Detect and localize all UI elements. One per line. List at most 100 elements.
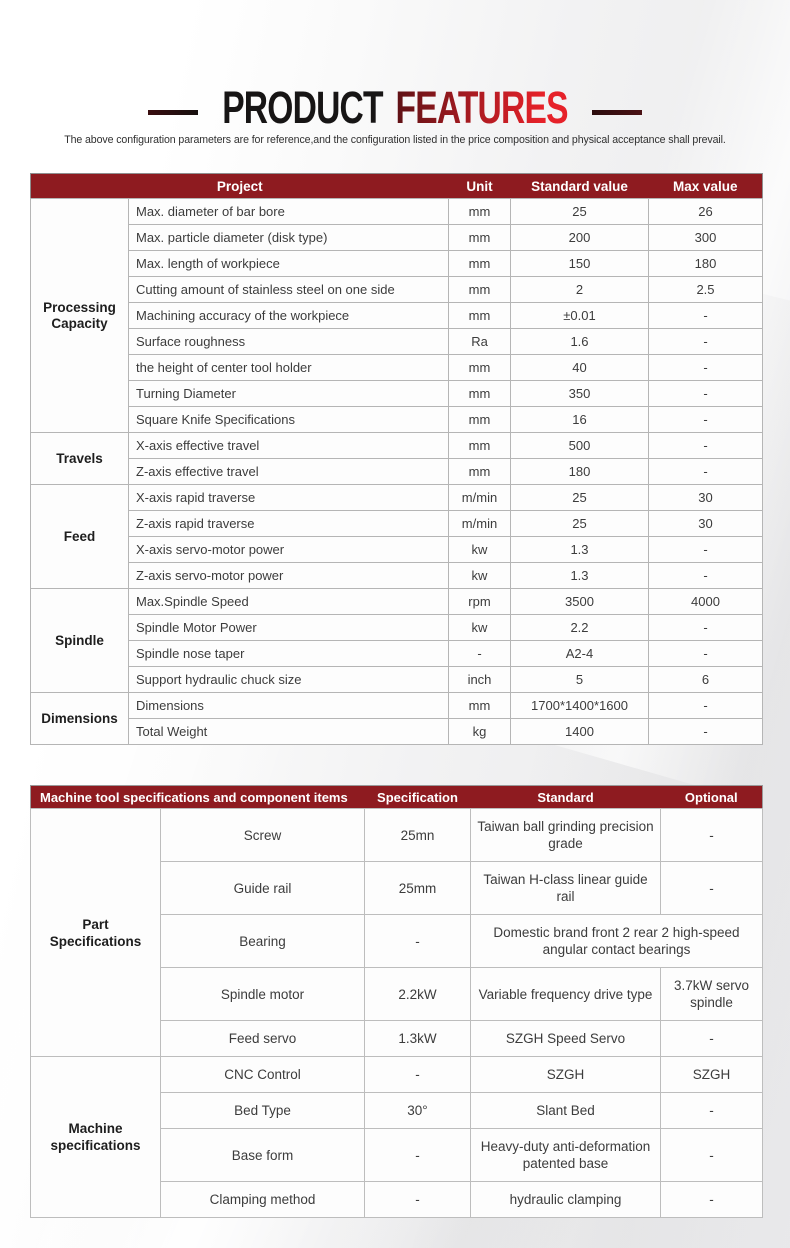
table-row: Feed X-axis rapid traverse m/min 25 30 — [30, 484, 763, 589]
project-cell: Max.Spindle Speed — [128, 588, 449, 615]
specification-cell: 1.3kW — [364, 1020, 471, 1057]
standard-value-cell: ±0.01 — [510, 302, 649, 329]
standard-value-cell: 180 — [510, 458, 649, 485]
project-cell: Turning Diameter — [128, 380, 449, 407]
max-value-cell: - — [648, 406, 763, 433]
page-title-wrap: PRODUCT FEATURES — [0, 85, 790, 130]
page-title-word-red: FEATURES — [395, 82, 569, 133]
table-row: Max. particle diameter (disk type) mm 200 3… — [31, 224, 763, 251]
group-label-cell: Part Specifications — [30, 808, 161, 1057]
table-row: Machining accuracy of the workpiece mm ±0.… — [31, 302, 763, 329]
standard-cell: SZGH — [470, 1056, 661, 1093]
table-row: Max. length of workpiece mm 150 180 — [31, 250, 763, 277]
standard-value-cell: 150 — [510, 250, 649, 277]
component-header-optional: Optional — [660, 785, 763, 809]
project-cell: X-axis effective travel — [128, 432, 449, 459]
table-row: Bearing - Domestic brand front 2 rear 2 hi… — [31, 914, 763, 968]
spec-header-max-value: Max value — [648, 173, 763, 199]
component-table-header-row: Machine tool specifications and componen… — [30, 785, 763, 809]
max-value-cell: 6 — [648, 666, 763, 693]
standard-cell: Variable frequency drive type — [470, 967, 661, 1021]
optional-cell: - — [660, 1181, 763, 1218]
standard-cell: Taiwan H-class linear guide rail — [470, 861, 661, 915]
standard-value-cell: 16 — [510, 406, 649, 433]
item-cell: Base form — [160, 1128, 365, 1182]
unit-cell: mm — [448, 406, 511, 433]
standard-cell: Domestic brand front 2 rear 2 high-speed… — [470, 914, 763, 968]
specification-cell: 30° — [364, 1092, 471, 1129]
standard-value-cell: 3500 — [510, 588, 649, 615]
standard-cell: SZGH Speed Servo — [470, 1020, 661, 1057]
max-value-cell: - — [648, 302, 763, 329]
table-row: Spindle Max.Spindle Speed rpm 3500 4000 — [30, 588, 763, 693]
table-row: Cutting amount of stainless steel on one… — [31, 276, 763, 303]
standard-value-cell: 1.6 — [510, 328, 649, 355]
component-header-standard: Standard — [470, 785, 661, 809]
max-value-cell: - — [648, 432, 763, 459]
group-label-cell: Machine specifications — [30, 1056, 161, 1218]
spec-table-header-row: Project Unit Standard value Max value — [30, 173, 763, 199]
project-cell: Z-axis servo-motor power — [128, 562, 449, 589]
group-label-cell: Feed — [30, 484, 129, 589]
optional-cell: - — [660, 861, 763, 915]
spec-header-project: Project — [30, 173, 449, 199]
optional-cell: - — [660, 1020, 763, 1057]
project-cell: Z-axis rapid traverse — [128, 510, 449, 537]
unit-cell: mm — [448, 380, 511, 407]
standard-value-cell: 2 — [510, 276, 649, 303]
standard-value-cell: 500 — [510, 432, 649, 459]
table-row: Dimensions Dimensions mm 1700*1400*1600- — [30, 692, 763, 745]
table-row: Guide rail 25mm Taiwan H-class linear guid… — [31, 861, 763, 915]
project-cell: Z-axis effective travel — [128, 458, 449, 485]
disclaimer-text: The above configuration parameters are f… — [64, 134, 726, 146]
item-cell: Guide rail — [160, 861, 365, 915]
table-row: Clamping method - hydraulic clamping - — [31, 1181, 763, 1218]
standard-value-cell: 1400 — [510, 718, 649, 745]
max-value-cell: - — [648, 614, 763, 641]
title-right-dash — [592, 110, 642, 115]
table-row: Spindle Motor Power kw 2.2- — [31, 614, 763, 641]
standard-value-cell: 1.3 — [510, 536, 649, 563]
unit-cell: mm — [448, 224, 511, 251]
standard-cell: Taiwan ball grinding precision grade — [470, 808, 661, 862]
optional-cell: SZGH — [660, 1056, 763, 1093]
group-label-cell: Processing Capacity — [30, 198, 129, 433]
unit-cell: m/min — [448, 484, 511, 511]
optional-cell: - — [660, 808, 763, 862]
page-title: PRODUCT FEATURES — [222, 85, 568, 130]
table-row: Turning Diameter mm 350- — [31, 380, 763, 407]
table-row: Z-axis effective travel mm 180- — [31, 458, 763, 485]
standard-value-cell: 200 — [510, 224, 649, 251]
unit-cell: Ra — [448, 328, 511, 355]
item-cell: Bearing — [160, 914, 365, 968]
max-value-cell: - — [648, 640, 763, 667]
project-cell: Max. diameter of bar bore — [128, 198, 449, 225]
max-value-cell: 26 — [648, 198, 763, 225]
group-label-cell: Travels — [30, 432, 129, 485]
max-value-cell: - — [648, 718, 763, 745]
project-cell: Surface roughness — [128, 328, 449, 355]
standard-value-cell: 25 — [510, 198, 649, 225]
project-cell: Cutting amount of stainless steel on one… — [128, 276, 449, 303]
table-row: Travels X-axis effective travel mm 500- — [30, 432, 763, 485]
project-cell: Spindle nose taper — [128, 640, 449, 667]
table-row: Square Knife Specifications mm 16- — [31, 406, 763, 433]
project-cell: X-axis servo-motor power — [128, 536, 449, 563]
component-header-specification: Specification — [364, 785, 471, 809]
table-row: Spindle nose taper - A2-4- — [31, 640, 763, 667]
max-value-cell: 300 — [648, 224, 763, 251]
max-value-cell: - — [648, 458, 763, 485]
table-row: Base form - Heavy-duty anti-deformation pa… — [31, 1128, 763, 1182]
standard-cell: Slant Bed — [470, 1092, 661, 1129]
unit-cell: kw — [448, 536, 511, 563]
standard-value-cell: 1.3 — [510, 562, 649, 589]
unit-cell: mm — [448, 302, 511, 329]
spec-header-unit: Unit — [448, 173, 511, 199]
table-row: X-axis servo-motor power kw 1.3- — [31, 536, 763, 563]
standard-value-cell: 40 — [510, 354, 649, 381]
item-cell: Spindle motor — [160, 967, 365, 1021]
table-row: Surface roughness Ra 1.6- — [31, 328, 763, 355]
table-row: the height of center tool holder mm 40- — [31, 354, 763, 381]
unit-cell: kw — [448, 562, 511, 589]
spec-header-standard-value: Standard value — [510, 173, 649, 199]
